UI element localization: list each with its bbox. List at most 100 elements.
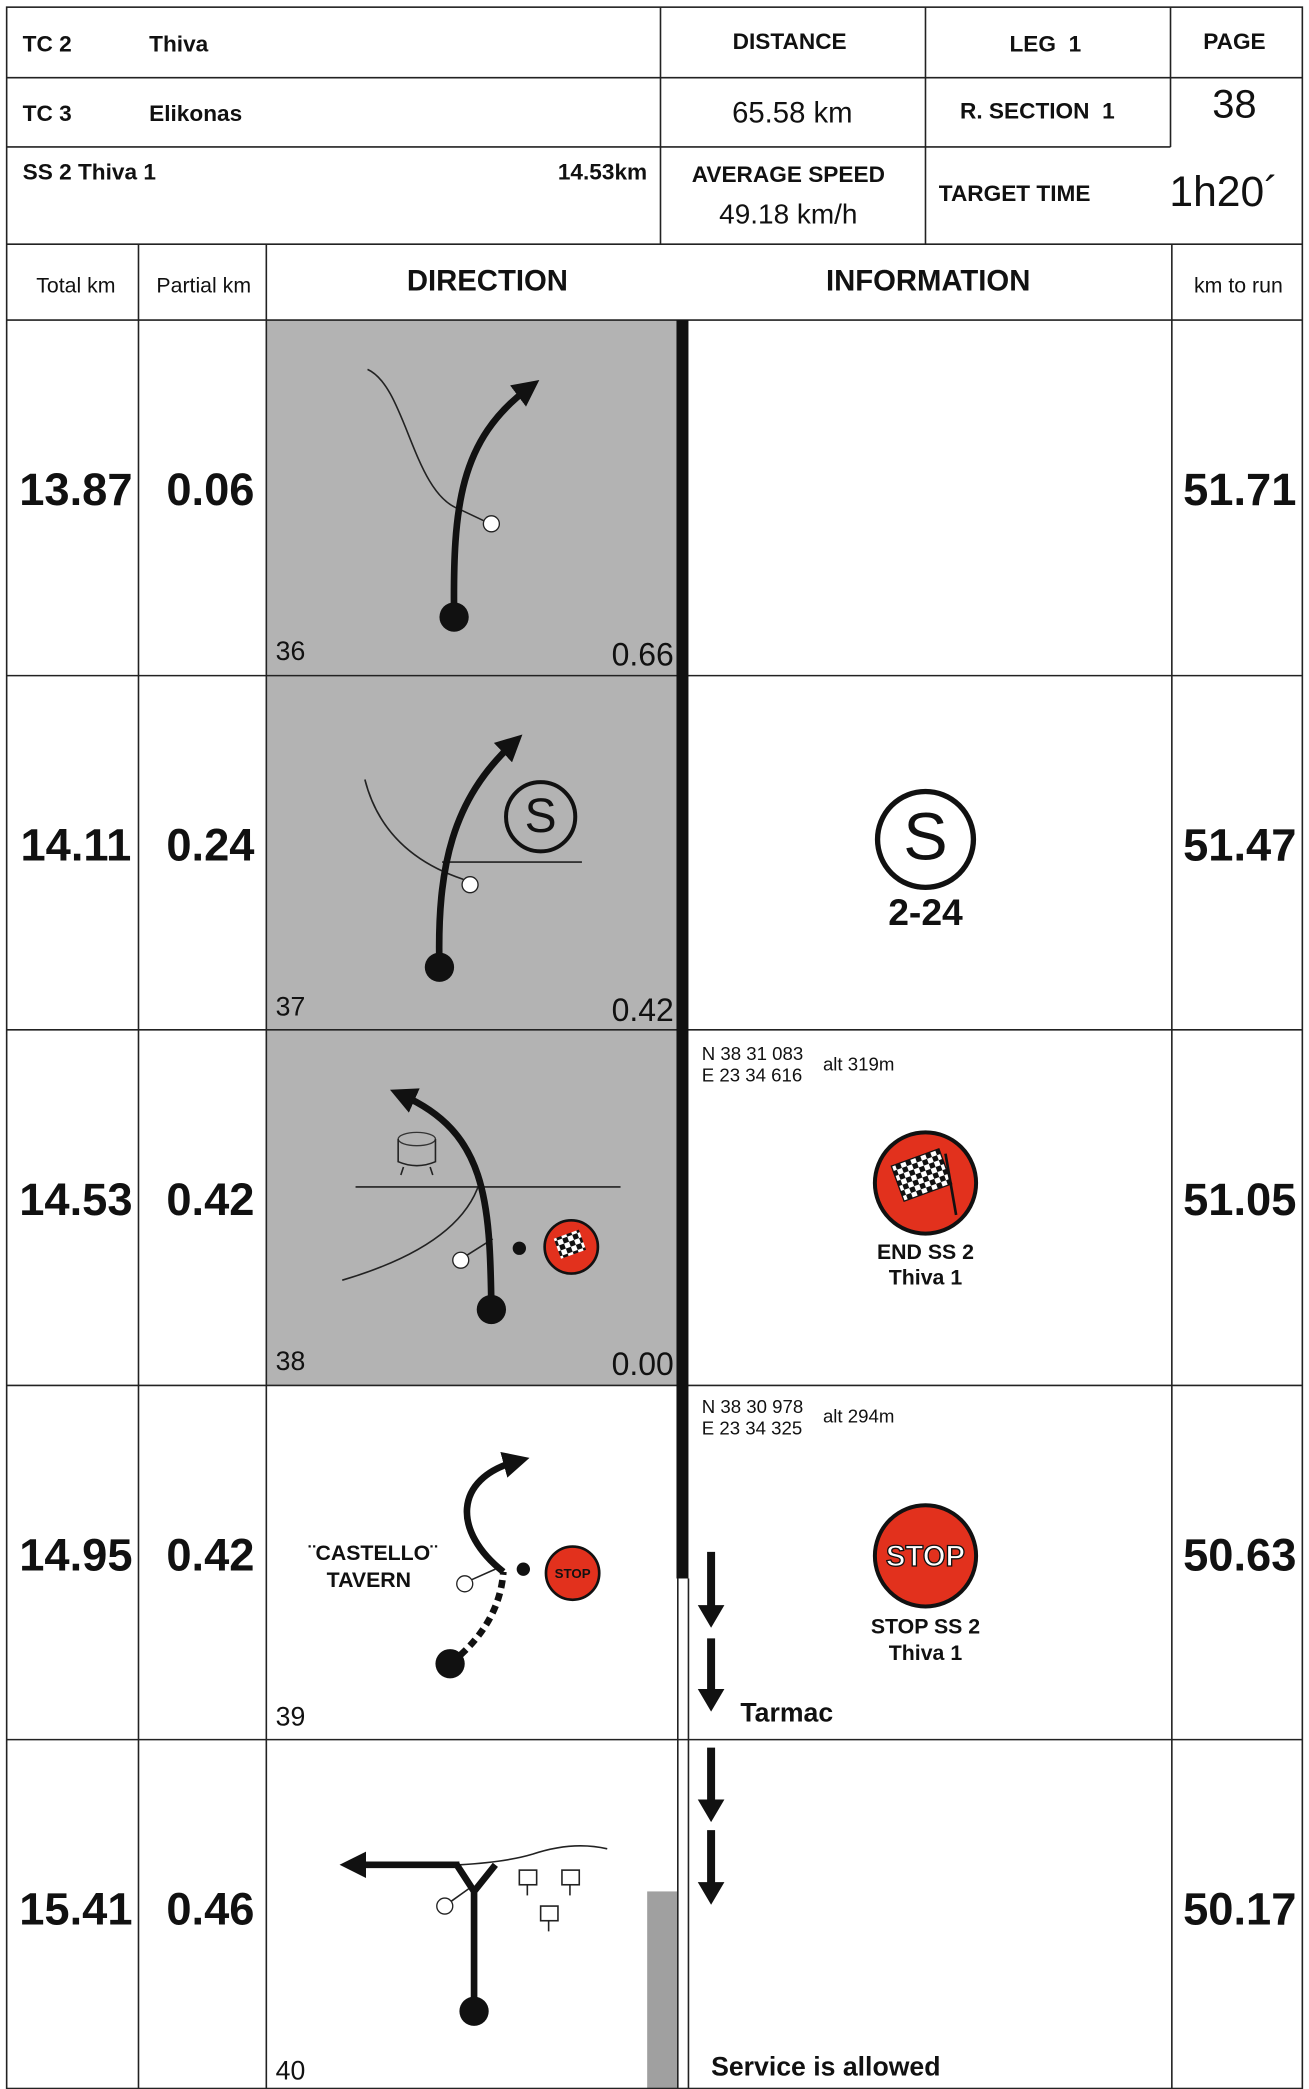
rows-3-landmark-1: TAVERN [327,1568,411,1592]
path-shape [367,368,486,522]
rect-shape [561,1869,581,1886]
columns-2: DIRECTION [407,265,568,298]
header-stage-length: 14.53km [558,160,647,185]
rows-3-note: Tarmac [740,1697,833,1727]
line-shape [471,1568,496,1581]
rows-1-symbol: S [525,790,557,843]
rows-3-coords-0: N 38 30 978 [702,1396,803,1417]
path-shape [389,1088,495,1310]
box-number: 37 [276,992,306,1022]
rect-shape [266,320,677,1386]
circle-shape [516,1562,530,1576]
circle-shape [435,1649,465,1679]
g-shape [266,320,678,2089]
rows-2-altitude: alt 319m [823,1054,894,1075]
rect-shape [890,1147,953,1203]
partial-km: 0.06 [166,464,254,515]
path-shape [697,1551,725,1628]
rows-2-coords-1: E 23 34 616 [702,1064,802,1085]
box-number: 36 [276,636,306,666]
header-average-speed-value: 49.18 km/h [719,199,857,230]
columns-4: km to run [1194,273,1283,297]
km-to-run: 50.63 [1183,1529,1296,1580]
rect-shape [647,1891,678,2089]
circle-shape [504,780,578,854]
partial-km: 0.24 [166,820,254,871]
tulip-40 [339,1845,608,2026]
circle-shape [439,602,469,632]
header-section: R. SECTION 1 [960,98,1115,123]
circle-shape [482,515,501,533]
tulip-38 [342,1088,621,1325]
circle-shape [872,1503,979,1609]
rows-3-coords-1: E 23 34 325 [702,1417,802,1438]
rows-3-altitude: alt 294m [823,1405,894,1426]
header-page-value: 38 [1212,83,1256,127]
rows-2-caption-0: END SS 2 [877,1240,974,1264]
path-shape [459,1845,608,1866]
line-shape [944,1153,958,1216]
circle-shape [452,1251,470,1269]
rect-shape [676,320,689,1579]
g-shape: TC 2 Thiva TC 3 Elikonas SS 2 Thiva 1 14.53… [23,29,1266,206]
rect-shape [553,1229,587,1259]
path-shape [450,380,540,618]
header-stage-name: SS 2 Thiva 1 [23,160,156,185]
header-distance-value: 65.58 km [732,97,852,130]
box-number: 40 [276,2056,306,2086]
rect-shape [518,1869,538,1886]
km-to-run: 51.47 [1183,820,1296,871]
km-to-run: 51.05 [1183,1174,1296,1225]
header-target-time-label: TARGET TIME [939,181,1091,206]
header-page-label: PAGE [1203,29,1265,54]
line-shape [449,1888,470,1903]
tulip-39: STOP ¨CASTELLO¨ TAVERN [308,1451,601,1679]
rows-3-sign: STOP [555,1566,591,1581]
columns-0: Total km [36,273,115,297]
km-to-run: 51.71 [1183,464,1296,515]
km-to-run: 50.17 [1183,1884,1296,1935]
total-km: 13.87 [19,464,132,515]
distance-to-end: 0.66 [612,636,674,672]
circle-shape [476,1294,507,1325]
box-number: 39 [276,1701,306,1731]
rows-2-caption-1: Thiva 1 [889,1265,963,1289]
box-number: 38 [276,1346,306,1376]
header-tc-from-name: Thiva [149,32,209,57]
circle-shape [461,876,479,894]
circle-shape [874,788,977,891]
columns-1: Partial km [156,273,251,297]
total-km: 14.95 [19,1529,132,1580]
path-shape [448,1571,507,1667]
tulip-36 [367,368,540,632]
columns-3: INFORMATION [826,265,1030,298]
path-shape [453,1862,498,2012]
rows-2-coords-0: N 38 31 083 [702,1043,803,1064]
g-shape: 13.87 0.06 51.71 36 0.66 14.11 0.24 51.47 37 0.42… [19,464,1296,2085]
circle-shape [544,1545,601,1602]
partial-km: 0.46 [166,1884,254,1935]
rows-3-sign: STOP [886,1540,965,1573]
path-shape [463,1451,530,1575]
rows-3-caption-1: Thiva 1 [889,1641,963,1665]
partial-km: 0.42 [166,1529,254,1580]
total-km: 14.11 [21,820,132,871]
partial-km: 0.42 [166,1174,254,1225]
rows-3-caption-0: STOP SS 2 [871,1614,980,1638]
header-tc-from-label: TC 2 [23,32,72,57]
path-shape [697,1747,725,1823]
rows-4-note: Service is allowed [711,2052,940,2082]
header-leg: LEG 1 [1009,32,1081,57]
path-shape [397,1139,437,1176]
header-tc-to-label: TC 3 [23,101,72,126]
total-km: 14.53 [19,1174,132,1225]
circle-shape [459,1996,489,2026]
rect-shape [539,1905,559,1922]
header-target-time-value: 1h20´ [1169,168,1278,216]
circle-shape [456,1575,474,1593]
direction-arrows [697,1551,725,1905]
path-shape [697,1638,725,1712]
total-km: 15.41 [19,1884,132,1935]
